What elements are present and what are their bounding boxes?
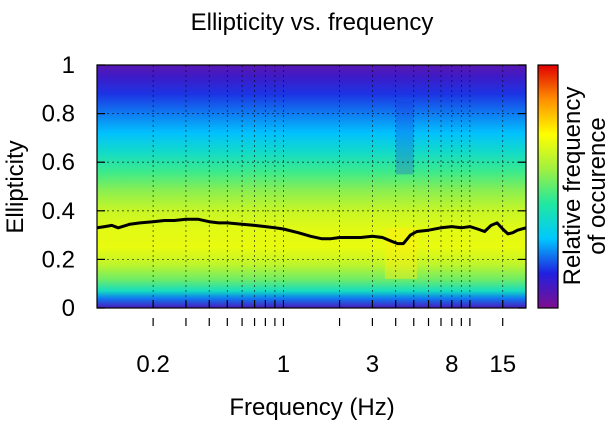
x-tick-label: 0.2: [136, 351, 169, 378]
heatmap: [97, 65, 526, 308]
plot-frame: [96, 64, 527, 309]
y-tick-label: 0.2: [42, 246, 75, 273]
x-axis-label: Frequency (Hz): [229, 394, 394, 421]
y-tick-label: 1: [62, 52, 75, 79]
heatmap-peak-region: [384, 227, 417, 279]
colorbar-scale: [537, 64, 559, 309]
colorbar: Relative frequency of occurence: [537, 64, 610, 309]
y-tick-label: 0.8: [42, 101, 75, 128]
x-tick-label: 8: [445, 351, 458, 378]
y-tick-label: 0.6: [42, 149, 75, 176]
colorbar-label-line1: Relative frequency: [559, 87, 586, 286]
x-tick-label: 1: [277, 351, 290, 378]
colorbar-label-line2: of occurence: [584, 117, 610, 254]
y-axis-label: Ellipticity: [2, 140, 29, 233]
y-tick-label: 0.4: [42, 198, 75, 225]
x-tick-label: 3: [366, 351, 379, 378]
plot-area: 0.2 1 3 8 15 0 0.2 0.4 0.6 0.8 1: [42, 52, 527, 378]
grid: [97, 65, 526, 308]
heatmap-low-region: [395, 101, 414, 175]
chart-title: Ellipticity vs. frequency: [191, 9, 434, 36]
y-tick-label: 0: [62, 295, 75, 322]
x-tick-label: 15: [489, 351, 516, 378]
median-ellipticity-line: [97, 217, 526, 246]
